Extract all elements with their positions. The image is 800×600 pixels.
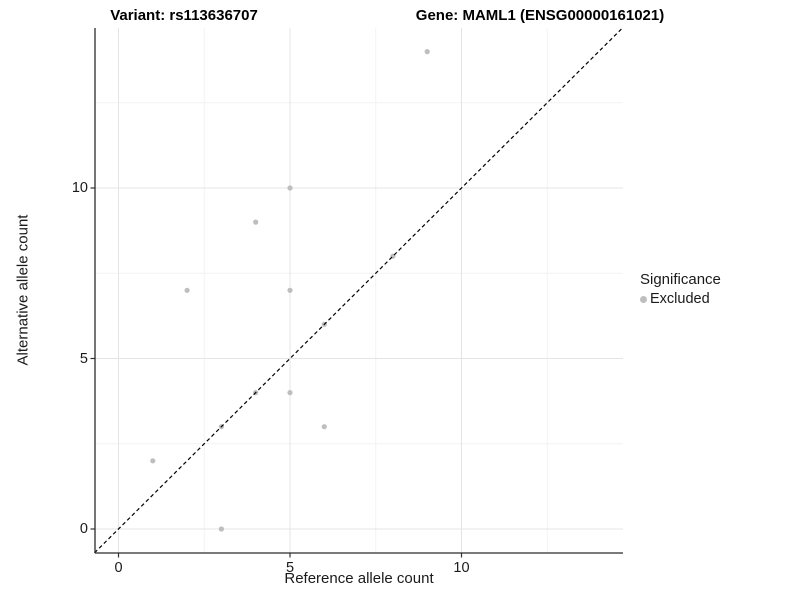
- legend-point-icon: [640, 295, 647, 303]
- x-tick-label: 10: [453, 560, 470, 576]
- data-point: [287, 287, 293, 293]
- data-point: [287, 185, 293, 191]
- legend-item: Excluded: [640, 291, 721, 307]
- data-point: [218, 526, 224, 532]
- data-point: [321, 424, 327, 430]
- legend-items: Excluded: [640, 291, 721, 307]
- y-axis-title: Alternative allele count: [14, 214, 32, 366]
- legend-item-label: Excluded: [650, 291, 710, 307]
- legend-title: Significance: [640, 271, 721, 288]
- data-point: [424, 49, 430, 55]
- plot-title-variant: Variant: rs113636707: [110, 7, 258, 24]
- x-tick-label: 0: [114, 560, 123, 576]
- identity-line: [94, 27, 624, 554]
- y-tick-label: 0: [79, 521, 88, 537]
- data-point: [253, 219, 259, 225]
- data-point: [150, 458, 156, 464]
- data-point: [287, 390, 293, 396]
- x-tick-label: 5: [285, 560, 295, 576]
- y-tick-label: 5: [79, 350, 88, 367]
- x-axis-title: Reference allele count: [284, 570, 434, 587]
- legend: Significance Excluded: [640, 271, 721, 307]
- plot-title-gene: Gene: MAML1 (ENSG00000161021): [415, 7, 665, 24]
- y-tick-label: 10: [71, 180, 88, 196]
- data-point: [184, 287, 190, 293]
